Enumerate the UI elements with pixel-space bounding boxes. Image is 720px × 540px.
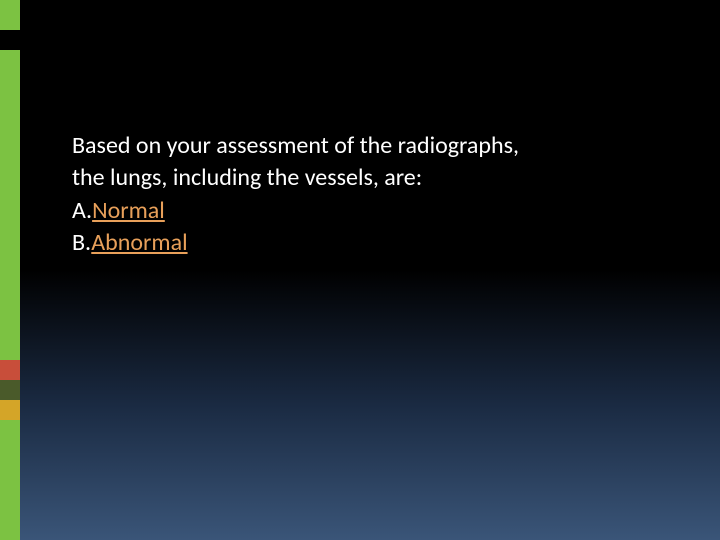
option-a-letter: A. xyxy=(72,196,92,225)
sidebar-tab-red xyxy=(0,360,20,380)
option-b-letter: B. xyxy=(72,228,91,257)
slide: Based on your assessment of the radiogra… xyxy=(0,0,720,540)
option-b: B.Abnormal xyxy=(72,227,672,259)
sidebar-accent-bar xyxy=(0,0,20,540)
option-a: A.Normal xyxy=(72,195,672,227)
sidebar xyxy=(0,0,20,540)
sidebar-tab-black-top xyxy=(0,30,20,50)
option-a-link[interactable]: Normal xyxy=(92,196,165,225)
sidebar-tab-yellow xyxy=(0,400,20,420)
question-line-1: Based on your assessment of the radiogra… xyxy=(72,130,672,162)
slide-body: Based on your assessment of the radiogra… xyxy=(72,130,672,260)
sidebar-tab-dark xyxy=(0,380,20,400)
question-line-2: the lungs, including the vessels, are: xyxy=(72,162,672,194)
option-b-link[interactable]: Abnormal xyxy=(91,228,187,257)
